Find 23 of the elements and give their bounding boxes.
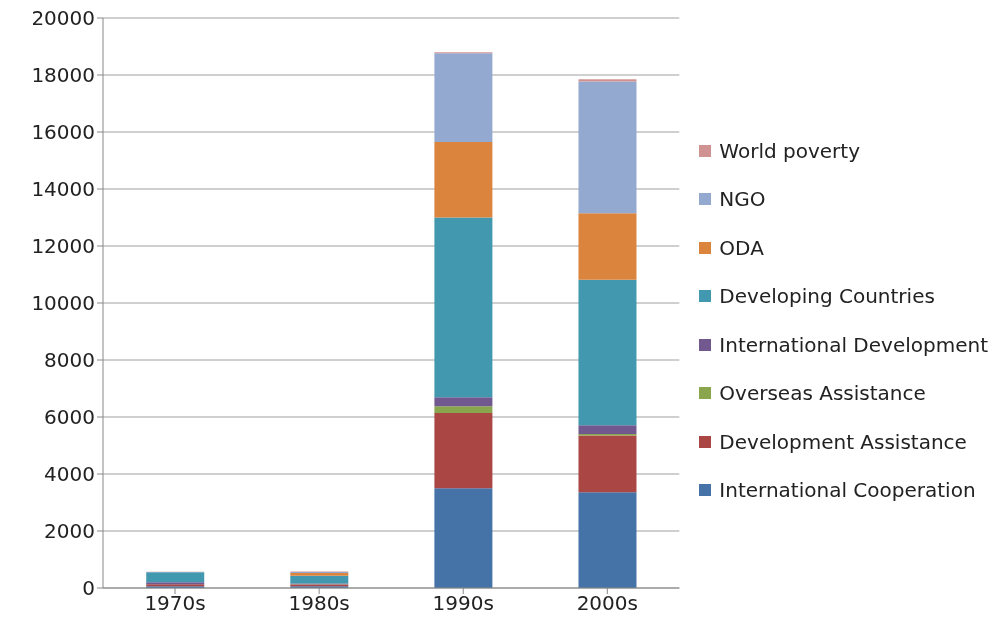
- y-tick-label: 8000: [44, 348, 95, 373]
- y-tick-label: 6000: [44, 405, 95, 430]
- y-tick-label: 16000: [31, 120, 95, 145]
- y-tick-label: 0: [82, 576, 95, 601]
- y-tick-label: 20000: [31, 6, 95, 31]
- legend-label: International Cooperation: [719, 478, 976, 503]
- legend-label: ODA: [719, 235, 764, 260]
- legend-label: Overseas Assistance: [719, 381, 926, 406]
- y-tick-label: 2000: [44, 519, 95, 544]
- y-tick-label: 4000: [44, 462, 95, 487]
- x-tick-label: 1990s: [432, 591, 494, 616]
- legend-label: Development Assistance: [719, 429, 967, 454]
- y-tick-label: 10000: [31, 291, 95, 316]
- y-tick-label: 18000: [31, 63, 95, 88]
- legend-label: Developing Countries: [719, 284, 935, 309]
- legend-label: NGO: [719, 187, 766, 212]
- x-tick-label: 2000s: [576, 591, 638, 616]
- legend-label: International Development: [719, 332, 988, 357]
- y-tick-label: 12000: [31, 234, 95, 259]
- x-tick-label: 1970s: [144, 591, 206, 616]
- y-tick-label: 14000: [31, 177, 95, 202]
- x-tick-label: 1980s: [288, 591, 350, 616]
- legend-label: World poverty: [719, 138, 860, 163]
